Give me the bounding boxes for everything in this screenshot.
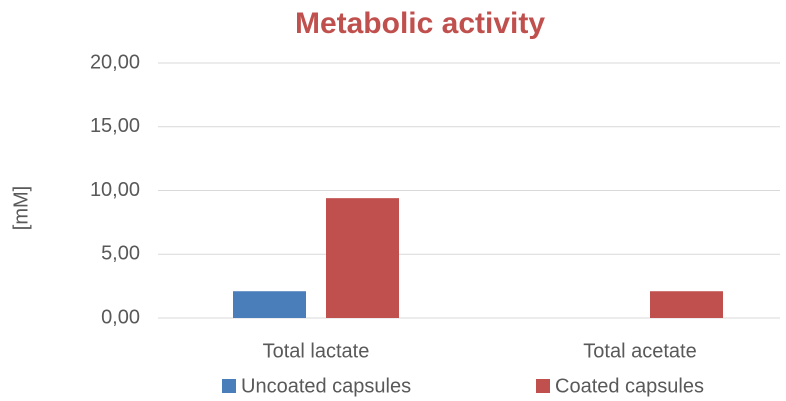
y-tick-label: 0,00 <box>101 306 140 328</box>
bar <box>233 291 306 318</box>
legend-label: Uncoated capsules <box>241 375 411 397</box>
y-axis-label: [mM] <box>10 186 32 230</box>
bar <box>326 198 399 318</box>
y-tick-label: 10,00 <box>90 179 140 201</box>
chart-title: Metabolic activity <box>295 7 545 40</box>
bar <box>650 291 723 318</box>
y-tick-label: 15,00 <box>90 115 140 137</box>
x-tick-label: Total acetate <box>583 340 696 362</box>
x-tick-label: Total lactate <box>263 340 370 362</box>
y-tick-label: 20,00 <box>90 51 140 73</box>
legend-swatch <box>536 379 550 393</box>
legend-label: Coated capsules <box>555 375 704 397</box>
legend-swatch <box>222 379 236 393</box>
y-tick-label: 5,00 <box>101 243 140 265</box>
